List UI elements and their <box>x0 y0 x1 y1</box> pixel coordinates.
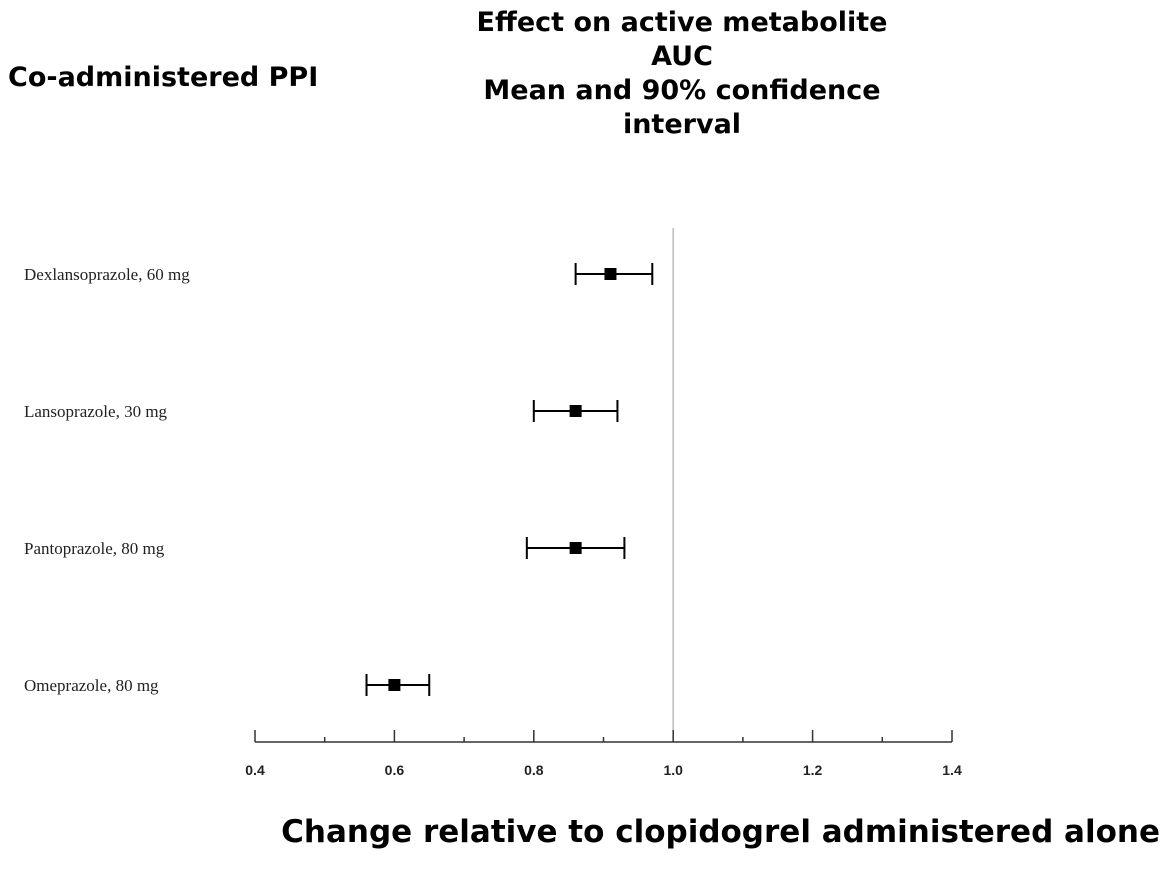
effect-header-line-4: interval <box>622 109 742 140</box>
rows-group: Dexlansoprazole, 60 mg Lansoprazole, 30 m… <box>24 263 654 696</box>
mean-marker <box>569 542 582 554</box>
row-label: Pantoprazole, 80 mg <box>24 539 165 558</box>
tick-label: 0.4 <box>245 762 265 778</box>
mean-marker <box>388 679 401 691</box>
forest-row: Omeprazole, 80 mg <box>24 674 431 696</box>
tick-label: 0.8 <box>524 762 544 778</box>
effect-header: Effect on active metabolite AUC Mean and… <box>432 6 932 142</box>
tick-label: 1.0 <box>663 762 683 778</box>
forest-row: Pantoprazole, 80 mg <box>24 537 626 559</box>
tick-label: 0.6 <box>385 762 405 778</box>
forest-row: Dexlansoprazole, 60 mg <box>24 263 654 285</box>
row-label: Dexlansoprazole, 60 mg <box>24 265 190 284</box>
tick-label: 1.4 <box>942 762 962 778</box>
effect-header-line-2: AUC <box>651 41 713 72</box>
tick-label: 1.2 <box>803 762 823 778</box>
forest-row: Lansoprazole, 30 mg <box>24 400 619 422</box>
row-label: Omeprazole, 80 mg <box>24 676 159 695</box>
mean-marker <box>604 268 617 280</box>
effect-header-line-1: Effect on active metabolite <box>476 7 888 38</box>
mean-marker <box>569 405 582 417</box>
row-label: Lansoprazole, 30 mg <box>24 402 168 421</box>
effect-header-line-3: Mean and 90% confidence <box>483 75 881 106</box>
x-axis: 0.4 0.6 0.8 1.0 1.2 1.4 <box>245 730 962 778</box>
column-header: Co-administered PPI <box>8 62 319 93</box>
x-axis-title: Change relative to clopidogrel administe… <box>281 814 1160 850</box>
